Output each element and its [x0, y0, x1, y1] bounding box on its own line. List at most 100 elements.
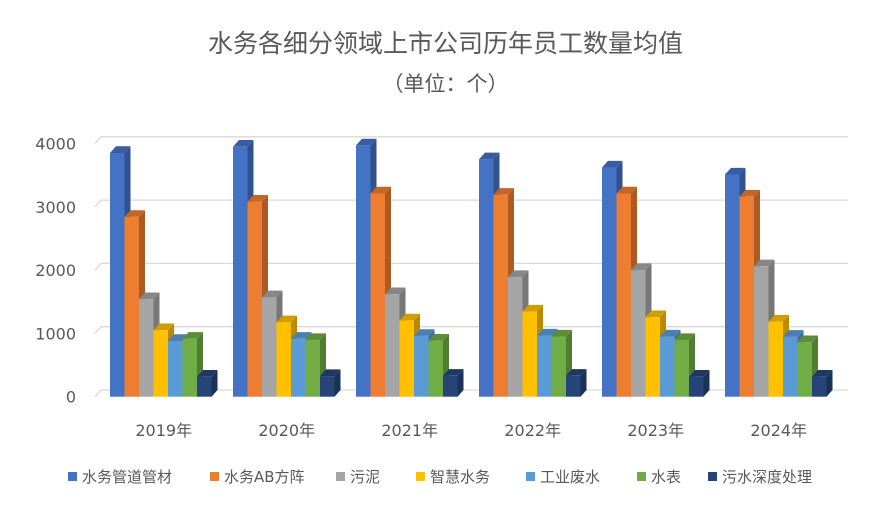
bar [182, 338, 197, 397]
bar-top [725, 167, 746, 175]
bar-top [233, 139, 254, 147]
bar-top [551, 329, 572, 337]
legend-label: 污泥 [350, 468, 380, 486]
bar [783, 336, 798, 397]
y-tick-label: 1000 [35, 324, 76, 343]
bar-top [645, 310, 666, 318]
bar-top [602, 160, 623, 168]
y-tick-label: 2000 [35, 261, 76, 280]
bar [660, 336, 675, 397]
bar [153, 330, 168, 397]
bar-top [153, 323, 174, 331]
y-tick-label: 0 [66, 388, 76, 407]
bar-top [537, 328, 558, 336]
bar-top [616, 186, 637, 194]
bar-top [139, 292, 160, 300]
bar [356, 145, 371, 397]
gridline-edge [94, 262, 102, 271]
bar-top [110, 146, 131, 153]
bar [385, 294, 400, 397]
bar [370, 193, 385, 397]
bar-top [812, 370, 833, 377]
gridline-edge [94, 326, 102, 334]
bar-top [305, 333, 326, 341]
x-tick-label: 2019年 [135, 421, 192, 440]
bar-top [385, 287, 406, 295]
bar [768, 321, 783, 397]
bar-side [457, 369, 464, 397]
bar-top [356, 138, 377, 146]
bar [493, 194, 508, 397]
bar [674, 340, 689, 397]
chart-title: 水务各细分领域上市公司历年员工数量均值 [207, 29, 683, 58]
bar-side [211, 370, 218, 397]
bar [443, 375, 458, 397]
y-tick-label: 3000 [35, 198, 76, 217]
x-tick-label: 2020年 [258, 421, 315, 440]
bar-top [660, 329, 681, 337]
bar-top [320, 369, 341, 377]
bar [262, 297, 277, 397]
bar [197, 376, 212, 397]
bar [754, 266, 769, 397]
legend-label: 工业废水 [540, 468, 600, 486]
x-tick-label: 2024年 [750, 421, 807, 440]
bar-top [493, 188, 514, 195]
gridline-edge [94, 389, 102, 398]
bar-top [370, 186, 391, 194]
bar [168, 340, 183, 397]
legend-label: 智慧水务 [430, 468, 490, 486]
bar [414, 335, 429, 397]
bar [551, 336, 566, 397]
bar [797, 342, 812, 397]
bar-top [247, 195, 268, 202]
legend-swatch [210, 472, 219, 481]
bar [812, 376, 827, 397]
gridline-edge [94, 199, 102, 208]
bar-top [197, 370, 218, 377]
bar [689, 376, 704, 397]
legend-label: 水务管道管材 [82, 468, 172, 486]
legend-label: 水表 [651, 468, 681, 486]
bar-top [414, 329, 435, 336]
bar [124, 216, 139, 397]
bar-top [631, 263, 652, 271]
bar [428, 340, 443, 397]
bar-top [124, 210, 145, 217]
bar-top [182, 332, 203, 339]
bar [233, 146, 248, 397]
legend-swatch [68, 472, 77, 481]
bar-side [334, 369, 341, 397]
bar-top [768, 314, 789, 322]
bar [247, 201, 262, 397]
bar [305, 340, 320, 397]
legend-swatch [708, 472, 717, 481]
bar-side [580, 369, 587, 397]
bar [537, 335, 552, 397]
legend-swatch [416, 472, 425, 481]
legend-swatch [637, 472, 646, 481]
x-tick-label: 2022年 [504, 421, 561, 440]
bar-top [262, 290, 283, 298]
bar-top [479, 152, 500, 160]
legend-label: 水务AB方阵 [224, 468, 305, 486]
bar [725, 174, 740, 397]
gridline-edge [94, 136, 102, 144]
bar [320, 376, 335, 397]
bar [645, 317, 660, 397]
legend-swatch [336, 472, 345, 481]
bar-top [783, 330, 804, 337]
bar [399, 320, 414, 397]
bar-top [428, 333, 449, 341]
bar-top [739, 189, 760, 197]
bar [139, 299, 154, 397]
x-tick-label: 2023年 [627, 421, 684, 440]
bar [566, 375, 581, 397]
bar [291, 338, 306, 397]
bar [631, 270, 646, 397]
bar-top [508, 270, 529, 278]
legend-label: 污水深度处理 [722, 468, 812, 486]
bar [508, 277, 523, 397]
